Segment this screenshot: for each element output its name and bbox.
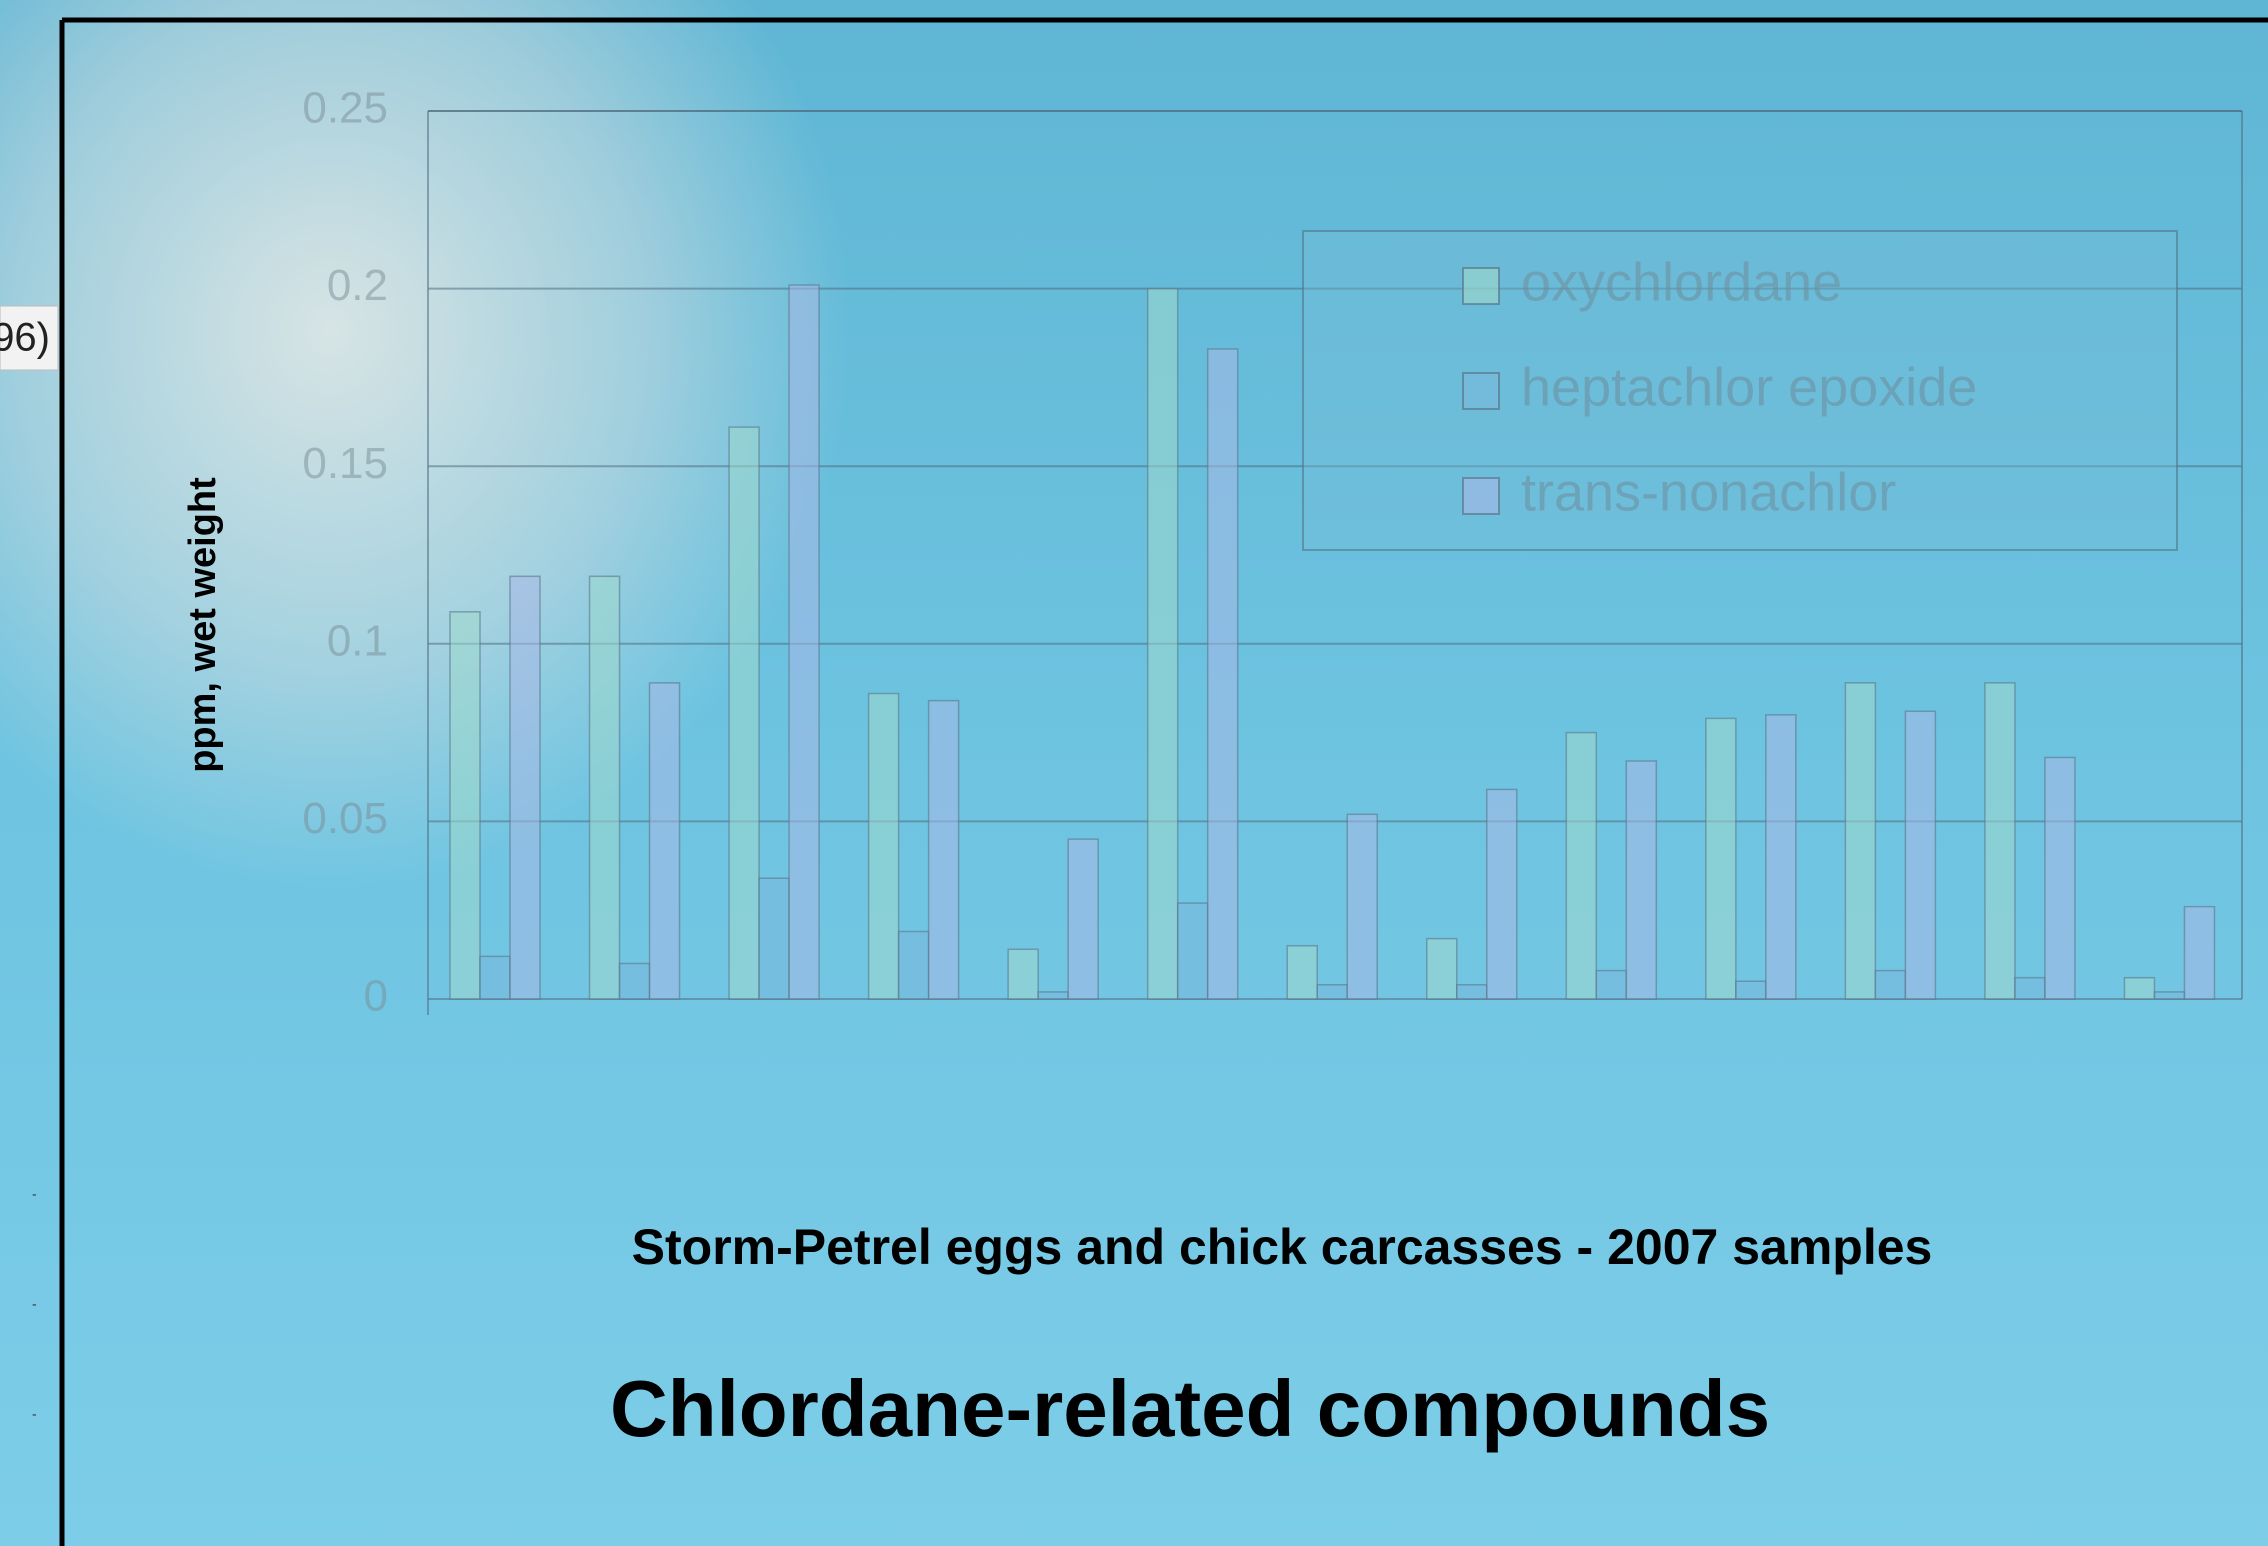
y-tick-label: 0.05 [302, 794, 388, 843]
legend-swatch [1463, 373, 1499, 409]
bar [1148, 289, 1178, 999]
y-tick-label: 0 [364, 972, 388, 1021]
bar [450, 612, 480, 999]
bar [1985, 683, 2015, 999]
bar [1008, 949, 1038, 999]
bar [1208, 349, 1238, 999]
legend-label: oxychlordane [1521, 252, 1842, 312]
y-axis-label: ppm, wet weight [182, 477, 224, 773]
y-tick-label: 0.25 [302, 84, 388, 133]
bar [2154, 992, 2184, 999]
annotation: 96) [0, 316, 50, 360]
dash: - [32, 1296, 37, 1312]
bar [1626, 761, 1656, 999]
bar [1596, 971, 1626, 999]
bar [1287, 946, 1317, 999]
bar [1317, 985, 1347, 999]
bar [1178, 903, 1208, 999]
bar [2184, 907, 2214, 999]
bar [1487, 789, 1517, 999]
bar [2045, 757, 2075, 999]
bar [1736, 981, 1766, 999]
bar [480, 956, 510, 999]
bar [759, 878, 789, 999]
dash: - [32, 1406, 37, 1422]
bar [2124, 978, 2154, 999]
bar [590, 576, 620, 999]
bar [1566, 733, 1596, 999]
bar [869, 694, 899, 999]
bar [1038, 992, 1068, 999]
bar [1905, 711, 1935, 999]
y-tick-label: 0.15 [302, 439, 388, 488]
bar [1068, 839, 1098, 999]
legend-swatch [1463, 478, 1499, 514]
bar [620, 963, 650, 999]
bar [1766, 715, 1796, 999]
bar [510, 576, 540, 999]
chart-title: Chlordane-related compounds [610, 1364, 1770, 1453]
legend-swatch [1463, 268, 1499, 304]
page: 96) - - - ppm, wet weight Storm-Petrel e… [0, 0, 2268, 1546]
chart-subtitle: Storm-Petrel eggs and chick carcasses - … [632, 1219, 1933, 1275]
y-tick-label: 0.1 [327, 616, 388, 665]
bar [789, 285, 819, 999]
bar [899, 932, 929, 999]
dash: - [32, 1186, 37, 1202]
chart: 96) - - - ppm, wet weight Storm-Petrel e… [0, 0, 2268, 1546]
bar [729, 427, 759, 999]
y-tick-label: 0.2 [327, 261, 388, 310]
bar [929, 701, 959, 999]
bar [1427, 939, 1457, 999]
bar [1845, 683, 1875, 999]
bar [1347, 814, 1377, 999]
bar [1457, 985, 1487, 999]
bar [650, 683, 680, 999]
legend-label: heptachlor epoxide [1521, 357, 1977, 417]
bar [2015, 978, 2045, 999]
bar [1875, 971, 1905, 999]
legend-label: trans-nonachlor [1521, 462, 1896, 522]
bar [1706, 718, 1736, 999]
